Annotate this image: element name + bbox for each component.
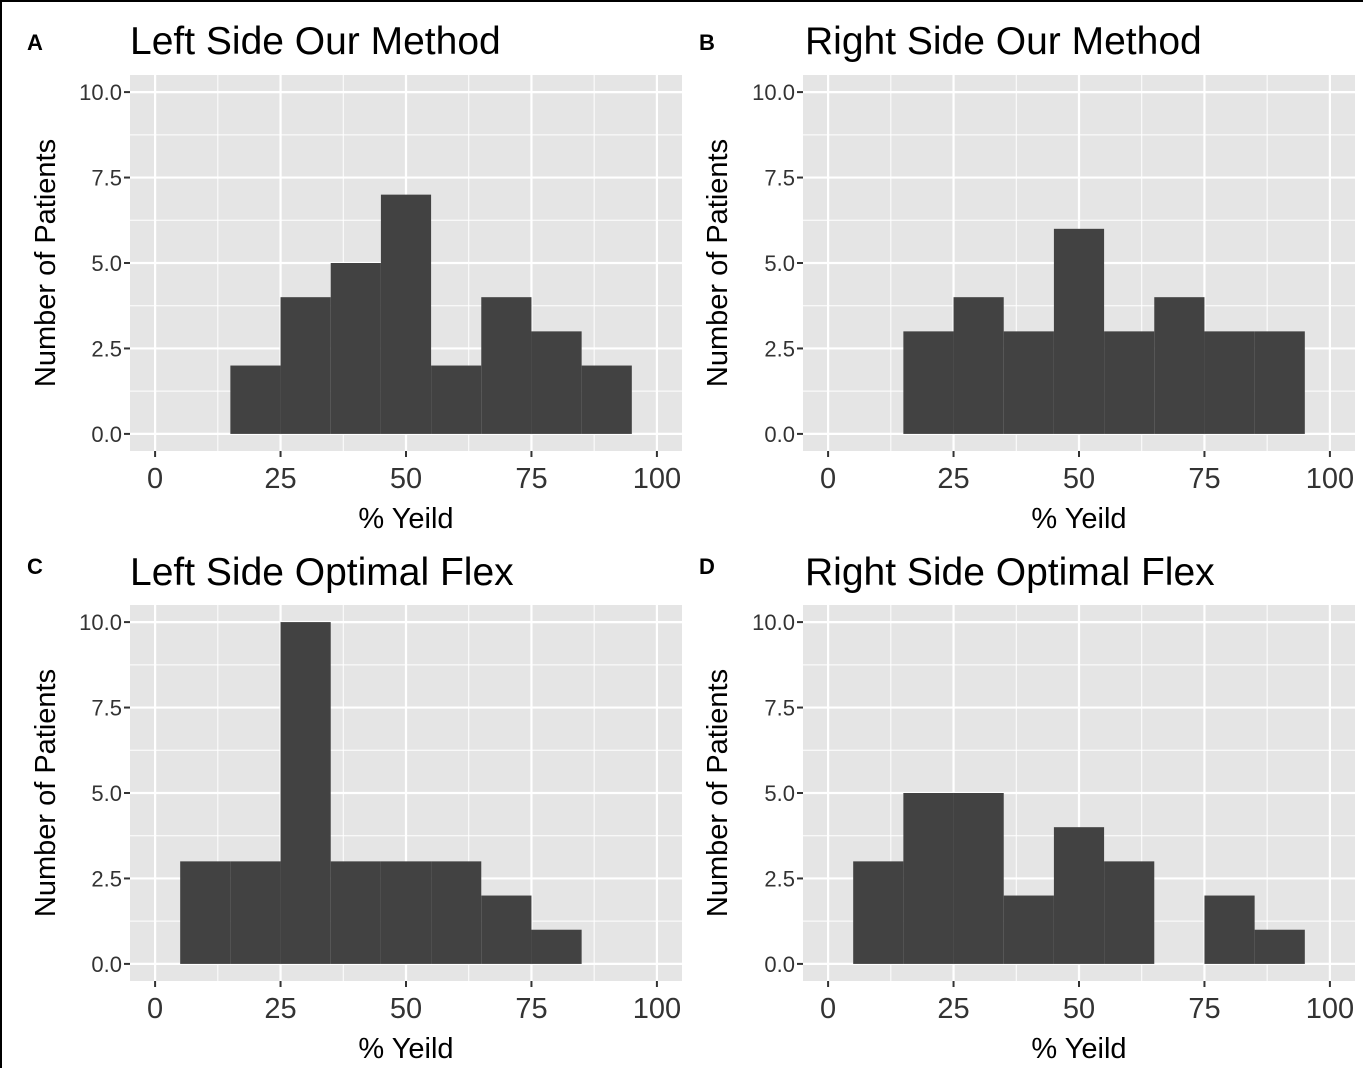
y-tick-label-c: 0.0 (91, 952, 122, 977)
histogram-bar-a (230, 365, 281, 434)
histogram-bar-c (280, 622, 331, 964)
x-tick-label-a: 0 (147, 463, 163, 495)
x-tick-label-a: 100 (633, 463, 681, 495)
y-tick-label-b: 0.0 (764, 422, 795, 447)
x-tick-label-c: 75 (515, 993, 547, 1025)
histogram-bar-a (531, 331, 582, 434)
panel-title-d: Right Side Optimal Flex (805, 551, 1215, 594)
figure-frame-top (0, 0, 1363, 2)
histogram-bar-d (953, 793, 1004, 964)
y-tick-label-a: 7.5 (91, 166, 122, 191)
x-axis-title-a: % Yeild (358, 503, 453, 535)
histogram-a: 0.0 2.5 5.0 7.5 10.0 0 25 50 75 100 % Yeild Number … (30, 75, 682, 535)
histogram-bar-b (1053, 228, 1105, 434)
histogram-bar-d (853, 861, 904, 964)
histogram-bar-b (1204, 331, 1255, 434)
histogram-bar-c (230, 861, 281, 964)
panel-d: D Right Side Optimal Flex 0.0 2.5 5.0 7.5 10… (672, 530, 1355, 1065)
y-tick-label-a: 2.5 (91, 336, 122, 361)
histogram-bar-d (1104, 861, 1155, 964)
panel-letter-a: A (27, 30, 43, 55)
y-tick-label-d: 7.5 (764, 696, 795, 721)
histogram-bar-a (380, 194, 432, 434)
x-axis-title-d: % Yeild (1031, 1033, 1126, 1065)
x-tick-label-a: 50 (390, 463, 422, 495)
x-tick-label-d: 75 (1188, 993, 1220, 1025)
histogram-bar-d (1053, 827, 1105, 964)
histogram-bar-d (1254, 929, 1305, 964)
y-tick-label-b: 2.5 (764, 336, 795, 361)
histogram-bar-c (180, 861, 231, 964)
y-tick-label-c: 7.5 (91, 696, 122, 721)
x-tick-label-c: 0 (147, 993, 163, 1025)
x-tick-label-c: 100 (633, 993, 681, 1025)
histogram-bar-a (431, 365, 482, 434)
histogram-bar-d (1204, 895, 1255, 964)
histogram-bar-c (531, 929, 582, 964)
panel-title-b: Right Side Our Method (805, 20, 1202, 63)
histogram-bar-c (380, 861, 432, 964)
histogram-b: 0.0 2.5 5.0 7.5 10.0 0 25 50 75 100 % Yeild Number … (702, 75, 1355, 535)
histogram-bar-a (280, 297, 331, 434)
x-tick-label-d: 0 (820, 993, 836, 1025)
figure-frame-left (0, 0, 2, 1068)
x-tick-label-c: 50 (390, 993, 422, 1025)
histogram-bar-b (1003, 331, 1054, 434)
panel-title-a: Left Side Our Method (130, 20, 501, 63)
histogram-bar-a (581, 365, 632, 434)
y-axis-title-d: Number of Patients (702, 669, 734, 917)
histogram-bar-b (1154, 297, 1205, 434)
panel-b: B Right Side Our Method 0.0 2.5 5.0 7.5 10.0… (672, 0, 1355, 535)
panel-a: A Left Side Our Method 0.0 2.5 5.0 7.5 10.0 0… (0, 0, 682, 535)
panel-letter-b: B (699, 30, 715, 55)
x-tick-label-d: 25 (937, 993, 969, 1025)
panel-c: C Left Side Optimal Flex 0.0 2.5 5.0 7.5 10.… (0, 530, 682, 1065)
y-tick-label-a: 5.0 (91, 251, 122, 276)
y-tick-label-d: 10.0 (752, 610, 795, 635)
x-axis-title-b: % Yeild (1031, 503, 1126, 535)
y-tick-label-b: 5.0 (764, 251, 795, 276)
panel-letter-c: C (27, 554, 43, 579)
x-tick-label-b: 25 (937, 463, 969, 495)
histogram-bar-b (903, 331, 954, 434)
y-tick-label-d: 2.5 (764, 866, 795, 891)
x-tick-label-b: 0 (820, 463, 836, 495)
y-tick-label-c: 5.0 (91, 781, 122, 806)
histogram-bar-b (953, 297, 1004, 434)
x-tick-label-a: 75 (515, 463, 547, 495)
x-tick-label-c: 25 (264, 993, 296, 1025)
x-tick-label-b: 75 (1188, 463, 1220, 495)
y-tick-label-c: 2.5 (91, 866, 122, 891)
y-tick-label-b: 7.5 (764, 166, 795, 191)
histogram-bar-a (330, 263, 381, 434)
x-tick-label-d: 50 (1063, 993, 1095, 1025)
histogram-bar-b (1254, 331, 1305, 434)
y-tick-label-b: 10.0 (752, 80, 795, 105)
y-axis-title-a: Number of Patients (30, 139, 62, 387)
y-tick-label-c: 10.0 (79, 610, 122, 635)
x-tick-label-a: 25 (264, 463, 296, 495)
histogram-bar-c (330, 861, 381, 964)
histogram-bar-c (431, 861, 482, 964)
y-tick-label-d: 0.0 (764, 952, 795, 977)
histogram-c: 0.0 2.5 5.0 7.5 10.0 0 25 50 75 100 % Yeild Number … (30, 605, 682, 1065)
x-axis-title-c: % Yeild (358, 1033, 453, 1065)
x-tick-label-d: 100 (1306, 993, 1354, 1025)
histogram-bar-d (1003, 895, 1054, 964)
x-tick-label-b: 50 (1063, 463, 1095, 495)
histogram-d: 0.0 2.5 5.0 7.5 10.0 0 25 50 75 100 % Yeild Number … (702, 605, 1355, 1065)
histogram-bar-b (1104, 331, 1155, 434)
x-tick-label-b: 100 (1306, 463, 1354, 495)
panel-title-c: Left Side Optimal Flex (130, 551, 514, 594)
histogram-bar-a (481, 297, 532, 434)
panel-letter-d: D (699, 554, 715, 579)
y-tick-label-d: 5.0 (764, 781, 795, 806)
y-tick-label-a: 0.0 (91, 422, 122, 447)
y-tick-label-a: 10.0 (79, 80, 122, 105)
y-axis-title-c: Number of Patients (30, 669, 62, 917)
histogram-bar-d (903, 793, 954, 964)
histogram-bar-c (481, 895, 532, 964)
y-axis-title-b: Number of Patients (702, 139, 734, 387)
